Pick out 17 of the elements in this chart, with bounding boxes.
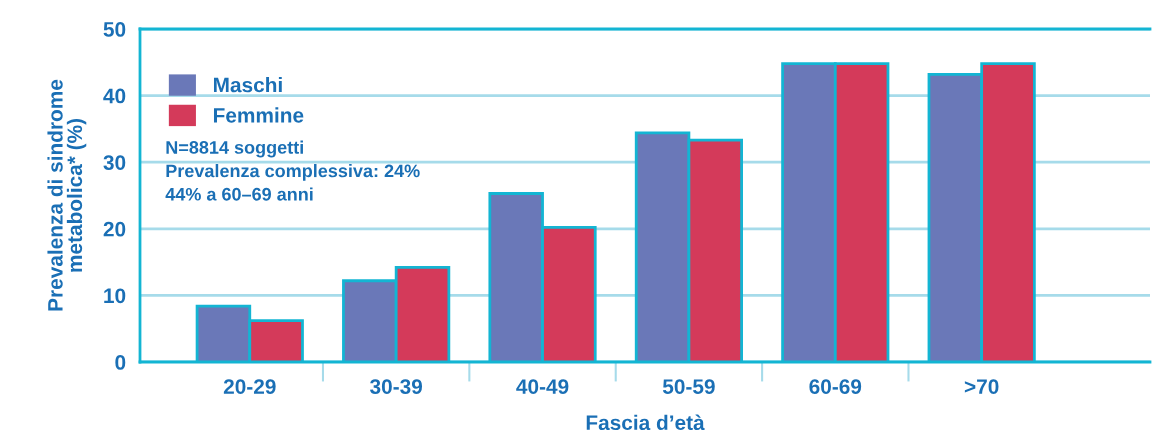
x-axis-title: Fascia d’età xyxy=(586,414,705,431)
x-tick-label: 40-49 xyxy=(516,379,569,394)
y-tick-label: 10 xyxy=(104,288,126,304)
legend-label: Maschi xyxy=(213,77,282,93)
y-tick-label: 40 xyxy=(103,88,126,104)
x-tick-label: >70 xyxy=(964,379,999,394)
x-tick-label: 50-59 xyxy=(662,379,715,394)
legend-label: Femmine xyxy=(213,107,304,123)
y-tick-label: 20 xyxy=(103,221,126,237)
y-tick-label: 30 xyxy=(103,155,126,170)
x-tick-label: 20-29 xyxy=(223,379,276,394)
x-tick-label: 60-69 xyxy=(809,379,862,394)
x-tick-label: 30-39 xyxy=(370,379,423,394)
y-axis-title: Prevalenza di sindrome metabolica* (%) xyxy=(47,79,87,311)
y-tick-label: 0 xyxy=(115,355,126,370)
annotation: N=8814 soggetti Prevalenza complessiva: 24% 44% a 60–69 anni xyxy=(165,140,420,201)
y-tick-label: 50 xyxy=(103,22,126,37)
